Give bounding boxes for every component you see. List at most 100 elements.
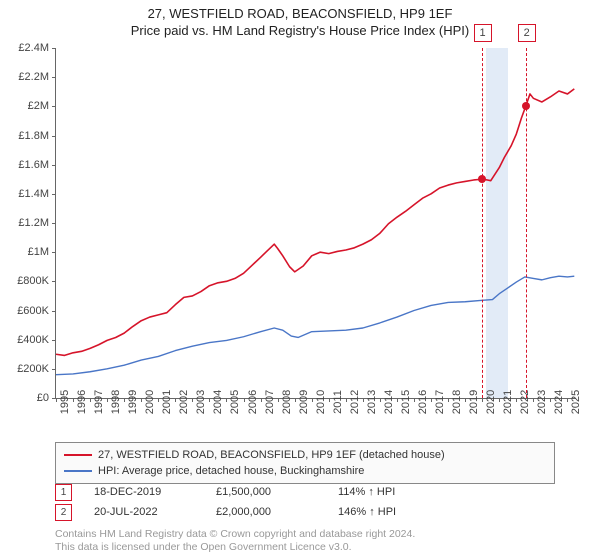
xtick-label: 2014 [383,390,395,414]
xtick-label: 1999 [127,390,139,414]
ytick-label: £1.6M [1,159,49,171]
xtick-mark [550,398,551,402]
callout-box: 2 [518,24,536,42]
xtick-label: 2007 [264,390,276,414]
title-block: 27, WESTFIELD ROAD, BEACONSFIELD, HP9 1E… [0,0,600,38]
xtick-label: 2020 [485,390,497,414]
license-text: Contains HM Land Registry data © Crown c… [55,528,415,554]
ytick-mark [52,106,56,107]
xtick-mark [278,398,279,402]
legend-label: 27, WESTFIELD ROAD, BEACONSFIELD, HP9 1E… [98,449,445,461]
chart-subtitle: Price paid vs. HM Land Registry's House … [0,23,600,38]
xtick-label: 1997 [93,390,105,414]
xtick-mark [431,398,432,402]
xtick-label: 2022 [519,390,531,414]
xtick-mark [414,398,415,402]
callout-box: 1 [474,24,492,42]
xtick-label: 2005 [229,390,241,414]
callout-vline [526,48,527,398]
ytick-mark [52,165,56,166]
ytick-mark [52,194,56,195]
xtick-mark [261,398,262,402]
xtick-mark [73,398,74,402]
xtick-mark [397,398,398,402]
xtick-label: 2006 [247,390,259,414]
callout-marker [478,175,486,183]
xtick-mark [124,398,125,402]
xtick-mark [107,398,108,402]
ytick-mark [52,369,56,370]
ytick-mark [52,281,56,282]
xtick-mark [192,398,193,402]
event-id-box: 2 [55,504,72,521]
xtick-label: 2002 [178,390,190,414]
xtick-mark [346,398,347,402]
xtick-mark [482,398,483,402]
xtick-label: 2017 [434,390,446,414]
xtick-mark [90,398,91,402]
events-table: 1 18-DEC-2019 £1,500,000 114% ↑ HPI 2 20-JUL-… [55,482,555,522]
event-row: 2 20-JUL-2022 £2,000,000 146% ↑ HPI [55,502,555,522]
xtick-label: 2024 [553,390,565,414]
chart-area: 12 £0£200K£400K£600K£800K£1M£1.2M£1.4M£1… [55,48,575,398]
xtick-mark [465,398,466,402]
series-price_paid [56,89,574,356]
xtick-label: 2013 [366,390,378,414]
xtick-label: 2008 [281,390,293,414]
ytick-mark [52,252,56,253]
legend: 27, WESTFIELD ROAD, BEACONSFIELD, HP9 1E… [55,442,555,484]
xtick-label: 2001 [161,390,173,414]
event-pct: 114% ↑ HPI [338,486,395,498]
ytick-mark [52,77,56,78]
xtick-mark [158,398,159,402]
ytick-label: £1M [1,246,49,258]
ytick-mark [52,223,56,224]
ytick-label: £600K [1,305,49,317]
xtick-mark [244,398,245,402]
xtick-mark [516,398,517,402]
xtick-mark [312,398,313,402]
legend-swatch [64,454,92,456]
event-price: £2,000,000 [216,506,316,518]
xtick-label: 2010 [315,390,327,414]
event-price: £1,500,000 [216,486,316,498]
xtick-mark [329,398,330,402]
xtick-label: 2025 [570,390,582,414]
xtick-mark [499,398,500,402]
legend-swatch [64,470,92,472]
callout-vline [482,48,483,398]
xtick-mark [226,398,227,402]
plot-region: 12 [55,48,576,399]
event-pct: 146% ↑ HPI [338,506,396,518]
event-row: 1 18-DEC-2019 £1,500,000 114% ↑ HPI [55,482,555,502]
xtick-mark [363,398,364,402]
ytick-label: £200K [1,363,49,375]
xtick-label: 1998 [110,390,122,414]
ytick-label: £1.8M [1,130,49,142]
event-date: 20-JUL-2022 [94,506,194,518]
chart-container: 27, WESTFIELD ROAD, BEACONSFIELD, HP9 1E… [0,0,600,560]
callout-marker [522,102,530,110]
ytick-mark [52,340,56,341]
xtick-label: 2019 [468,390,480,414]
xtick-mark [567,398,568,402]
event-id-box: 1 [55,484,72,501]
xtick-label: 2004 [212,390,224,414]
ytick-label: £800K [1,275,49,287]
xtick-mark [380,398,381,402]
xtick-mark [295,398,296,402]
ytick-label: £400K [1,334,49,346]
xtick-mark [141,398,142,402]
xtick-label: 1996 [76,390,88,414]
xtick-label: 2003 [195,390,207,414]
xtick-label: 2015 [400,390,412,414]
ytick-label: £2.4M [1,42,49,54]
ytick-mark [52,311,56,312]
xtick-mark [533,398,534,402]
event-date: 18-DEC-2019 [94,486,194,498]
legend-label: HPI: Average price, detached house, Buck… [98,465,364,477]
ytick-label: £2.2M [1,71,49,83]
xtick-label: 2021 [502,390,514,414]
license-line-1: Contains HM Land Registry data © Crown c… [55,528,415,541]
xtick-mark [209,398,210,402]
